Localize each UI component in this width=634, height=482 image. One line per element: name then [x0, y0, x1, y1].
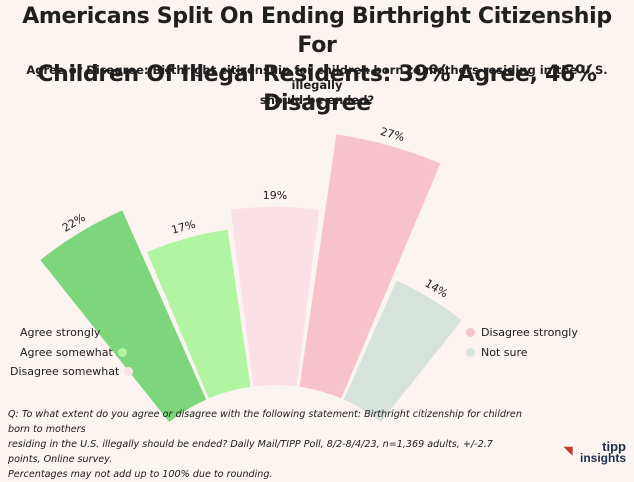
legend-item-agree-somewhat: Agree somewhat — [20, 346, 127, 359]
legend-label-agree-somewhat: Agree somewhat — [20, 346, 113, 359]
data-label-agree-somewhat: 17% — [170, 218, 197, 237]
footnote-line-2: residing in the U.S. illegally should be… — [8, 439, 493, 465]
subtitle-line-1: Agree or Disagree: Birthright citizenshi… — [26, 63, 608, 92]
footnote-line-3: Percentages may not add up to 100% due t… — [8, 469, 273, 480]
bar-disagree-strongly — [299, 134, 441, 399]
legend-label-agree-strongly: Agree strongly — [20, 326, 101, 339]
subtitle-line-2: should be ended? — [259, 93, 375, 107]
legend-swatch-not-sure — [466, 348, 475, 357]
logo-mark-icon: ◥ — [564, 445, 573, 457]
data-label-disagree-somewhat: 19% — [263, 189, 287, 202]
footnote: Q: To what extent do you agree or disagr… — [8, 407, 528, 482]
logo-line-1: tipp — [602, 439, 626, 454]
title-line-1: Americans Split On Ending Birthright Cit… — [22, 4, 612, 58]
radial-bar-chart: 22% 17%19%27%14% — [40, 125, 462, 422]
tipp-insights-logo: ◥ tipp insights — [564, 440, 630, 466]
legend-item-disagree-somewhat: Disagree somewhat — [10, 365, 134, 378]
legend-item-not-sure: Not sure — [466, 346, 528, 359]
legend-swatch-agree-somewhat — [117, 348, 127, 357]
legend-swatch-disagree-somewhat — [124, 367, 134, 376]
title-line-2: Children Of Illegal Residents: 39% Agree… — [37, 62, 597, 116]
legend-label-disagree-strongly: Disagree strongly — [481, 326, 578, 339]
data-label-disagree-strongly: 27% — [379, 125, 406, 144]
logo-line-2: insights — [579, 451, 626, 465]
bar-not-sure — [343, 280, 462, 422]
legend-label-disagree-somewhat: Disagree somewhat — [10, 365, 120, 378]
bar-agree-strongly — [40, 210, 207, 422]
bar-agree-somewhat — [147, 229, 251, 399]
legend-item-agree-strongly: Agree strongly — [20, 326, 115, 339]
legend-swatch-agree-strongly — [105, 328, 115, 337]
legend-label-not-sure: Not sure — [481, 346, 528, 359]
legend-item-disagree-strongly: Disagree strongly — [466, 326, 578, 339]
legend-swatch-disagree-strongly — [466, 328, 475, 337]
footnote-line-1: Q: To what extent do you agree or disagr… — [8, 409, 522, 435]
chart-title: Americans Split On Ending Birthright Cit… — [0, 2, 634, 118]
bar-disagree-somewhat — [230, 206, 320, 387]
chart-subtitle: Agree or Disagree: Birthright citizenshi… — [20, 63, 614, 108]
